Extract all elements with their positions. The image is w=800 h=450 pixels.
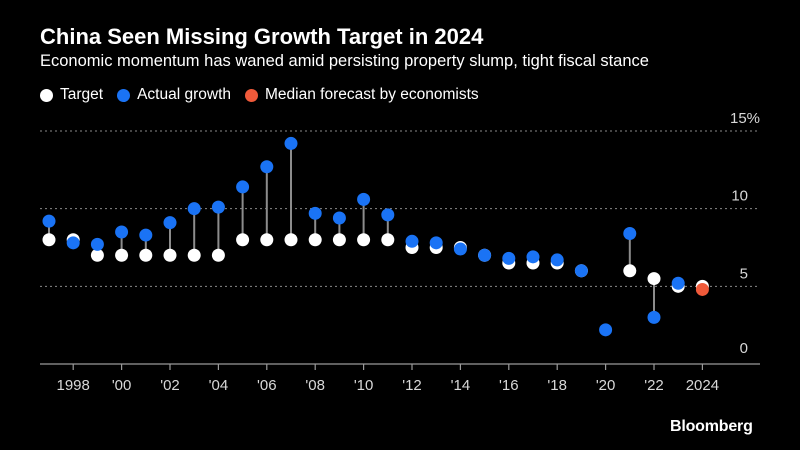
legend-item-actual: Actual growth [117, 86, 231, 104]
target-point [90, 248, 104, 262]
actual-point [647, 310, 661, 324]
legend-swatch-forecast [245, 88, 259, 102]
x-tick-label: '16 [499, 377, 519, 394]
actual-point [260, 160, 274, 174]
bloomberg-logo: Bloomberg [670, 418, 753, 435]
actual-point [187, 202, 201, 216]
target-point [647, 272, 661, 286]
actual-point [42, 214, 56, 228]
x-tick-label: '12 [402, 377, 422, 394]
target-point [623, 264, 637, 278]
actual-point [453, 242, 467, 256]
target-point [308, 233, 322, 247]
actual-point [163, 216, 177, 230]
x-tick-label: '02 [160, 377, 180, 394]
actual-point [429, 236, 443, 250]
actual-point [66, 236, 80, 250]
target-point [381, 233, 395, 247]
actual-point [599, 323, 613, 337]
legend-swatch-actual [117, 88, 131, 102]
legend-label-actual: Actual growth [137, 86, 232, 103]
x-tick-label: '08 [305, 377, 325, 394]
actual-point [478, 248, 492, 262]
actual-point [284, 136, 298, 150]
target-point [211, 248, 225, 262]
x-tick-label: '14 [451, 377, 471, 394]
x-tick-label: '20 [596, 377, 616, 394]
x-tick-label: '18 [547, 377, 567, 394]
forecast-point [695, 282, 709, 296]
target-point [236, 233, 250, 247]
x-tick-label: '10 [354, 377, 374, 394]
y-tick-label: 15% [730, 110, 760, 127]
x-tick-label: 1998 [57, 377, 90, 394]
target-point [139, 248, 153, 262]
target-point [284, 233, 298, 247]
y-tick-label: 10 [731, 188, 748, 205]
actual-point [405, 234, 419, 248]
actual-point [526, 250, 540, 264]
target-point [115, 248, 129, 262]
actual-point [623, 227, 637, 241]
actual-point [502, 251, 516, 265]
legend-label-forecast: Median forecast by economists [265, 86, 479, 103]
legend-item-target: Target [40, 86, 103, 104]
x-tick-label: 2024 [686, 377, 719, 394]
legend-item-forecast: Median forecast by economists [245, 86, 479, 104]
actual-point [139, 228, 153, 242]
actual-point [308, 206, 322, 220]
actual-point [574, 264, 588, 278]
target-point [163, 248, 177, 262]
actual-point [90, 237, 104, 251]
actual-point [115, 225, 129, 239]
target-point [332, 233, 346, 247]
target-point [187, 248, 201, 262]
chart-title: China Seen Missing Growth Target in 2024 [40, 24, 484, 49]
chart-subtitle: Economic momentum has waned amid persist… [40, 52, 649, 70]
actual-point [357, 192, 371, 206]
actual-point [381, 208, 395, 222]
actual-point [332, 211, 346, 225]
x-tick-label: '00 [112, 377, 132, 394]
target-point [42, 233, 56, 247]
actual-point [211, 200, 225, 214]
target-point [357, 233, 371, 247]
legend-label-target: Target [60, 86, 104, 103]
legend: Target Actual growth Median forecast by … [40, 85, 493, 105]
y-tick-label: 0 [740, 340, 748, 357]
x-tick-label: '22 [644, 377, 664, 394]
x-tick-label: '06 [257, 377, 277, 394]
actual-point [550, 253, 564, 267]
x-tick-label: '04 [209, 377, 229, 394]
actual-point [236, 180, 250, 194]
legend-swatch-target [40, 88, 53, 102]
target-point [260, 233, 274, 247]
actual-point [671, 276, 685, 290]
y-tick-label: 5 [740, 265, 748, 282]
